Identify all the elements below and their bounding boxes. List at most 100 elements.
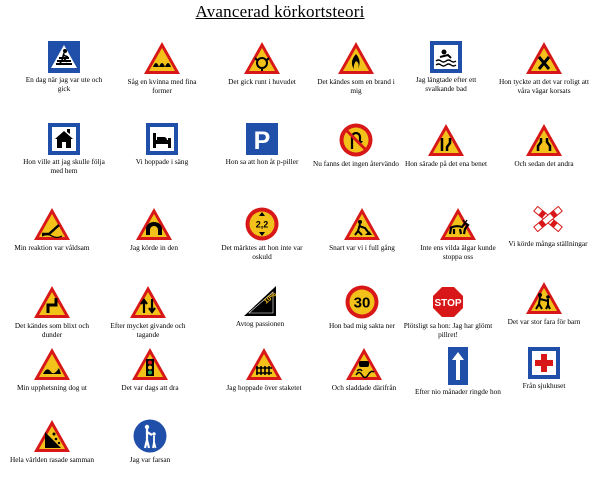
sign-caption: Det var stor fara för barn [507,317,581,326]
double-bend-sign-icon [4,284,100,320]
one-way-sign-icon [410,346,506,386]
sign-card-4: Jag längtade efter ett svalkande bad [398,40,494,93]
sign-card-5: Hon tyckte att det var roligt att våra v… [496,40,592,95]
sign-caption: Såg en kvinna med fina former [127,77,197,95]
sign-card-29: Från sjukhuset [496,346,592,391]
sign-caption: Från sjukhuset [522,381,566,390]
sign-caption: Hon ville att jag skulle följa med hem [23,157,105,175]
speed-bumps-sign-icon [114,40,210,76]
sign-caption: Hela världen rasade samman [9,455,95,464]
speed-limit-sign-icon: 30 [314,284,410,320]
sign-caption: Min reaktion var våldsam [14,243,90,252]
children-crossing-sign-icon [496,280,592,316]
height-value: 2,2 [256,220,269,230]
bed-sign-icon [114,122,210,156]
sign-caption: Efter nio månader ringde hon [415,387,501,396]
sign-card-15: Snart var vi i full gång [314,206,410,253]
sign-card-24: Min upphetsning dog ut [4,346,100,393]
bathing-place-sign-icon [398,40,494,74]
page-title: Avancerad körkortsteori [195,2,365,21]
sign-caption: Hon tyckte att det var roligt att våra v… [499,77,589,95]
sign-card-21: 30 Hon bad mig sakta ner [314,284,410,331]
sign-card-13: Jag körde in den [106,206,202,253]
sign-card-8: P Hon sa att hon åt p-piller [214,122,310,167]
sign-caption: Min upphetsning dog ut [17,383,87,392]
sign-card-3: Det kändes som en brand i mig [308,40,404,95]
opening-bridge-sign-icon [4,206,100,242]
sign-caption: Avtog passionen [235,319,285,328]
stop-sign-icon: STOP [400,284,496,320]
roadworks-sign-icon [314,206,410,242]
sign-card-22: STOP Plötsligt sa hon: Jag har glömt pil… [400,284,496,339]
sign-caption: En dag när jag var ute och gick [25,75,103,93]
sign-caption: Jag var farsan [129,455,171,464]
roundabout-sign-icon [214,40,310,76]
two-way-traffic-sign-icon [100,284,196,320]
hospital-sign-icon [496,346,592,380]
sign-caption: Det märktes att hon inte var oskuld [221,243,303,261]
sign-caption: Jag längtade efter ett svalkande bad [415,75,477,93]
sign-card-16: Inte ens vilda älgar kunde stoppa oss [410,206,506,261]
sign-card-18: Det kändes som blixt och dunder [4,284,100,339]
height-limit-sign-icon: 2,2 [214,206,310,242]
traffic-lights-sign-icon [102,346,198,382]
sign-card-2: Det gick runt i huvudet [214,40,310,87]
sign-caption: Vi hoppade i säng [135,157,189,166]
sign-caption: Snart var vi i full gång [329,243,395,252]
sign-card-26: Jag hoppade över staketet [216,346,312,393]
sign-card-17: Vi körde många ställningar [500,200,596,249]
hostel-sign-icon [16,122,112,156]
sign-card-10: Hon särade på det ena benet [398,122,494,169]
stop-text: STOP [434,298,461,309]
sign-caption: Hon särade på det ena benet [404,159,488,168]
uneven-road-sign-icon [4,346,100,382]
tunnel-sign-icon [106,206,202,242]
sign-card-27: Och sladdade därifrån [316,346,412,393]
sign-caption: Det kändes som blixt och dunder [14,321,90,339]
sign-card-12: Min reaktion var våldsam [4,206,100,253]
sign-caption: Det var dags att dra [121,383,179,392]
steep-hill-sign-icon: 10% [212,282,308,318]
sign-caption: Nu fanns det ingen återvändo [313,159,399,168]
level-crossing-sign-icon [500,200,596,238]
sign-card-11: Och sedan det andra [496,122,592,169]
sign-card-20: 10% Avtog passionen [212,282,308,329]
road-narrows-sign-icon [398,122,494,158]
no-u-turn-sign-icon [308,122,404,158]
sign-caption: Och sedan det andra [514,159,574,168]
sign-caption: Hon bad mig sakta ner [328,321,396,330]
sign-card-25: Det var dags att dra [102,346,198,393]
parent-and-child-sign-icon [102,418,198,454]
sign-caption: Det gick runt i huvudet [228,77,296,86]
sign-caption: Efter mycket givande och tagande [110,321,186,339]
falling-rocks-sign-icon [4,418,100,454]
crossroads-sign-icon [496,40,592,76]
road-narrows-both-sign-icon [496,122,592,158]
sign-card-19: Efter mycket givande och tagande [100,284,196,339]
slippery-road-sign-icon [316,346,412,382]
sign-card-28: Efter nio månader ringde hon [410,346,506,397]
speed-value: 30 [354,295,371,312]
elk-sign-icon [410,206,506,242]
sign-caption: Vi körde många ställningar [508,239,588,248]
sign-card-31: Jag var farsan [102,418,198,465]
sign-caption: Jag hoppade över staketet [226,383,302,392]
sign-card-0: En dag när jag var ute och gick [16,40,112,93]
sign-caption: Hon sa att hon åt p-piller [225,157,299,166]
cattle-grid-sign-icon [216,346,312,382]
sign-caption: Plötsligt sa hon: Jag har glömt pillret! [403,321,493,339]
sign-card-1: Såg en kvinna med fina former [114,40,210,95]
sign-card-7: Vi hoppade i säng [114,122,210,167]
svg-text:P: P [254,127,271,155]
sign-caption: Och sladdade därifrån [331,383,397,392]
sign-caption: Inte ens vilda älgar kunde stoppa oss [420,243,496,261]
sign-card-23: Det var stor fara för barn [496,280,592,327]
sign-card-14: 2,2 Det märktes att hon inte var oskuld [214,206,310,261]
sign-card-6: Hon ville att jag skulle följa med hem [16,122,112,175]
sign-caption: Det kändes som en brand i mig [317,77,395,95]
sign-caption: Jag körde in den [129,243,179,252]
sign-card-30: Hela världen rasade samman [4,418,100,465]
sign-card-9: Nu fanns det ingen återvändo [308,122,404,169]
pedestrian-crossing-sign-icon [16,40,112,74]
fire-hazard-sign-icon [308,40,404,76]
